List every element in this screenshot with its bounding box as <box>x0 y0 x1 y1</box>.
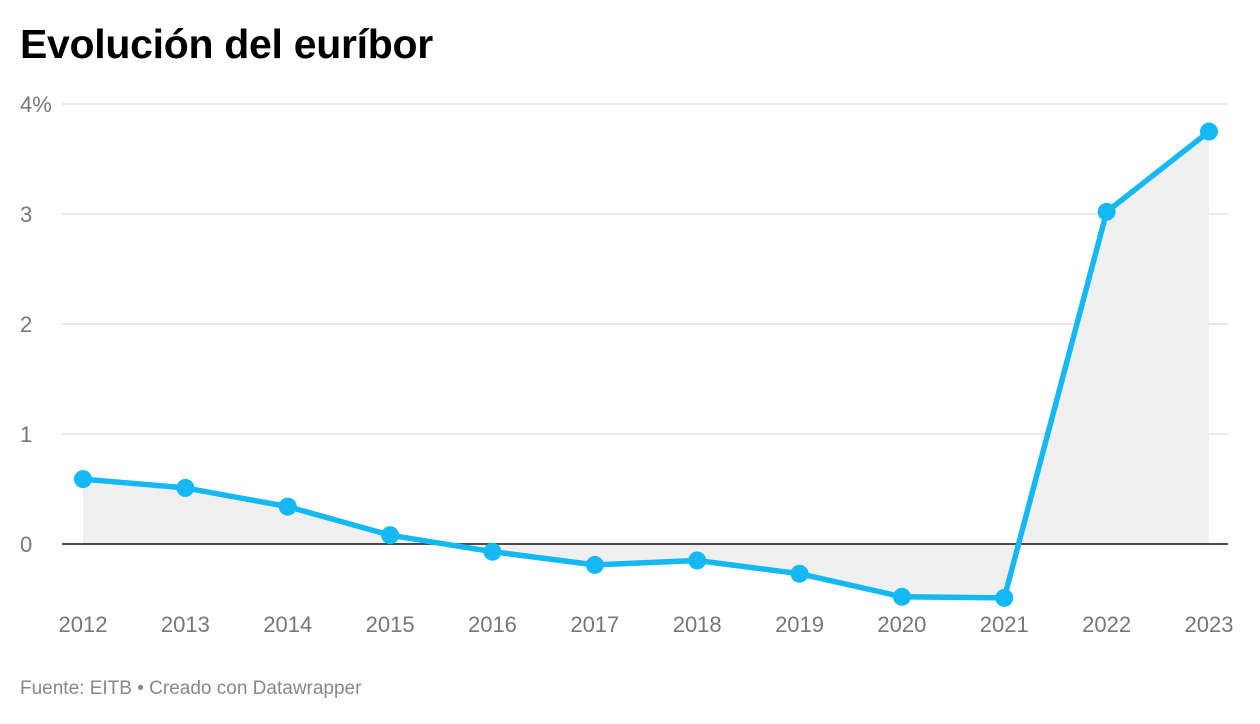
y-tick-label: 0 <box>20 532 32 557</box>
chart-footer: Fuente: EITB • Creado con Datawrapper <box>20 678 361 700</box>
data-point <box>892 587 911 606</box>
x-tick-label: 2019 <box>775 612 824 637</box>
data-point <box>585 555 604 574</box>
data-point <box>176 478 195 497</box>
y-tick-label: 2 <box>20 312 32 337</box>
x-tick-label: 2015 <box>366 612 415 637</box>
x-tick-label: 2018 <box>673 612 722 637</box>
data-point <box>74 470 92 489</box>
x-tick-label: 2017 <box>570 612 619 637</box>
y-tick-label: 4% <box>20 92 52 117</box>
data-point <box>278 497 297 516</box>
x-tick-label: 2012 <box>59 612 108 637</box>
x-tick-label: 2013 <box>161 612 210 637</box>
data-point <box>1097 202 1116 221</box>
x-tick-label: 2023 <box>1185 612 1234 637</box>
y-axis-ticks: 4% 3 2 1 0 <box>20 92 52 557</box>
y-tick-label: 3 <box>20 202 32 227</box>
x-axis-ticks: 2012 2013 2014 2015 2016 2017 2018 2019 2020 2021… <box>59 612 1234 637</box>
x-tick-label: 2021 <box>980 612 1029 637</box>
area-fill <box>83 131 1209 598</box>
credit-note: Creado con Datawrapper <box>149 678 362 699</box>
x-tick-label: 2016 <box>468 612 517 637</box>
x-tick-label: 2014 <box>263 612 312 637</box>
series-line-group <box>80 128 1212 601</box>
series-line <box>80 128 1212 601</box>
source-note: Fuente: EITB <box>20 678 132 699</box>
data-point <box>995 588 1014 607</box>
chart-title: Evolución del euríbor <box>20 21 433 67</box>
data-point <box>1200 122 1218 141</box>
data-point <box>381 526 400 545</box>
x-tick-label: 2022 <box>1082 612 1131 637</box>
grid-lines <box>62 103 1228 435</box>
x-tick-label: 2020 <box>877 612 926 637</box>
area-fill-group <box>83 131 1209 598</box>
data-points <box>74 122 1218 607</box>
data-point <box>688 551 707 570</box>
data-point <box>483 542 502 561</box>
y-tick-label: 1 <box>20 422 32 447</box>
footer-separator: • <box>137 678 144 699</box>
data-point <box>790 564 809 583</box>
